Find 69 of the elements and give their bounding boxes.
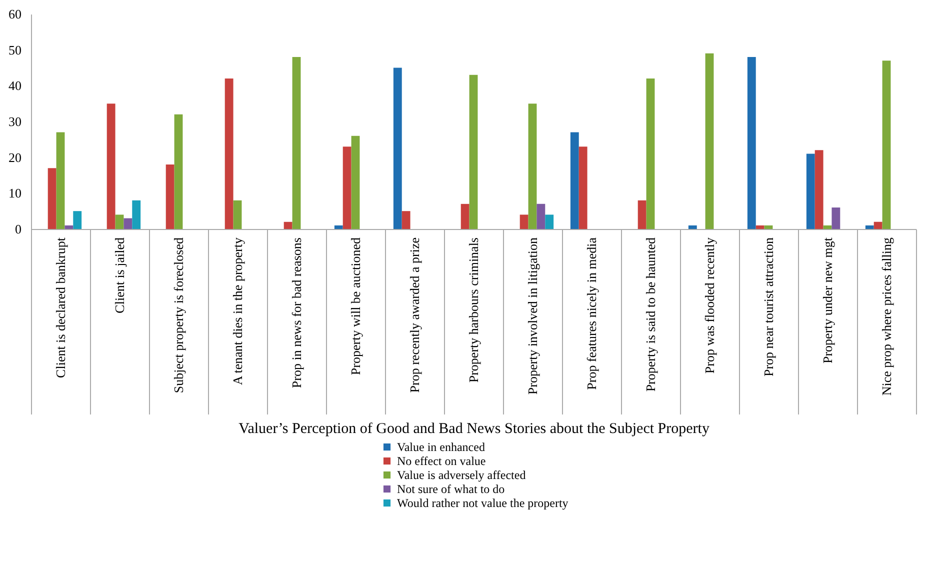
bar bbox=[756, 225, 764, 229]
x-axis-title: Valuer’s Perception of Good and Bad News Stories about the Subject Property bbox=[238, 421, 710, 437]
y-tick-label: 50 bbox=[8, 42, 22, 58]
bar bbox=[764, 225, 773, 229]
x-tick-label: A tenant dies in the property bbox=[230, 237, 245, 386]
y-tick-label: 20 bbox=[8, 150, 22, 165]
bar bbox=[469, 74, 478, 229]
bar bbox=[688, 225, 697, 229]
x-tick-label: Prop in news for bad reasons bbox=[289, 238, 304, 388]
bar bbox=[865, 225, 874, 229]
legend-label: Not sure of what to do bbox=[397, 482, 505, 496]
bar bbox=[536, 204, 546, 229]
bar bbox=[520, 214, 528, 229]
bar bbox=[73, 211, 82, 229]
bar bbox=[578, 146, 588, 229]
legend-label: Would rather not value the property bbox=[397, 496, 568, 510]
x-tick-label: Prop was flooded recently bbox=[702, 237, 717, 374]
bar bbox=[393, 68, 402, 229]
bar bbox=[224, 78, 234, 229]
bar bbox=[64, 225, 74, 229]
bar bbox=[56, 132, 65, 229]
x-tick-label: Prop near tourist attraction bbox=[761, 237, 776, 376]
bar bbox=[233, 200, 242, 229]
y-tick-label: 10 bbox=[8, 186, 22, 201]
bar bbox=[284, 222, 292, 229]
x-tick-label: Client is declared bankrupt bbox=[53, 237, 68, 378]
bar bbox=[823, 225, 832, 229]
bar bbox=[528, 104, 537, 229]
x-tick-label: Subject property is foreclosed bbox=[171, 237, 186, 394]
bar bbox=[132, 200, 141, 229]
bar bbox=[115, 214, 124, 229]
x-tick-label: Nice prop where prices falling bbox=[879, 237, 894, 396]
x-tick-label: Prop features nicely in media bbox=[584, 237, 599, 390]
x-tick-label: Property is said to be haunted bbox=[643, 237, 658, 392]
legend-label: Value is adversely affected bbox=[397, 468, 526, 482]
bar bbox=[646, 78, 655, 229]
bar bbox=[747, 57, 756, 229]
bar bbox=[705, 53, 714, 229]
bar bbox=[570, 132, 579, 229]
x-tick-label: Property involved in litigation bbox=[525, 237, 540, 395]
bar bbox=[174, 114, 183, 229]
bar bbox=[832, 208, 840, 229]
bar bbox=[351, 136, 360, 229]
y-tick-label: 40 bbox=[8, 78, 22, 94]
bar bbox=[814, 150, 824, 229]
bar bbox=[334, 225, 343, 229]
x-tick-label: Property under new mgt bbox=[820, 237, 835, 364]
bar bbox=[106, 104, 116, 229]
bar bbox=[48, 168, 56, 229]
bar bbox=[166, 164, 174, 229]
bar bbox=[874, 222, 882, 229]
bar bbox=[638, 200, 646, 229]
x-tick-label: Prop recently awarded a prize bbox=[407, 237, 422, 393]
bar bbox=[806, 154, 815, 229]
bar bbox=[342, 146, 352, 229]
bar bbox=[460, 204, 470, 229]
y-tick-label: 0 bbox=[15, 222, 22, 236]
x-tick-label: Property will be auctioned bbox=[348, 237, 363, 376]
x-tick-label: Property harbours criminals bbox=[466, 238, 481, 383]
x-tick-label: Client is jailed bbox=[112, 237, 127, 314]
bar bbox=[124, 218, 132, 229]
bar bbox=[402, 211, 410, 229]
bar bbox=[545, 214, 554, 229]
legend-label: Value in enhanced bbox=[397, 440, 485, 454]
y-tick-label: 30 bbox=[8, 114, 22, 129]
y-tick-label: 60 bbox=[8, 6, 22, 22]
bar bbox=[882, 60, 891, 229]
bar bbox=[292, 57, 301, 229]
legend-label: No effect on value bbox=[397, 454, 486, 468]
